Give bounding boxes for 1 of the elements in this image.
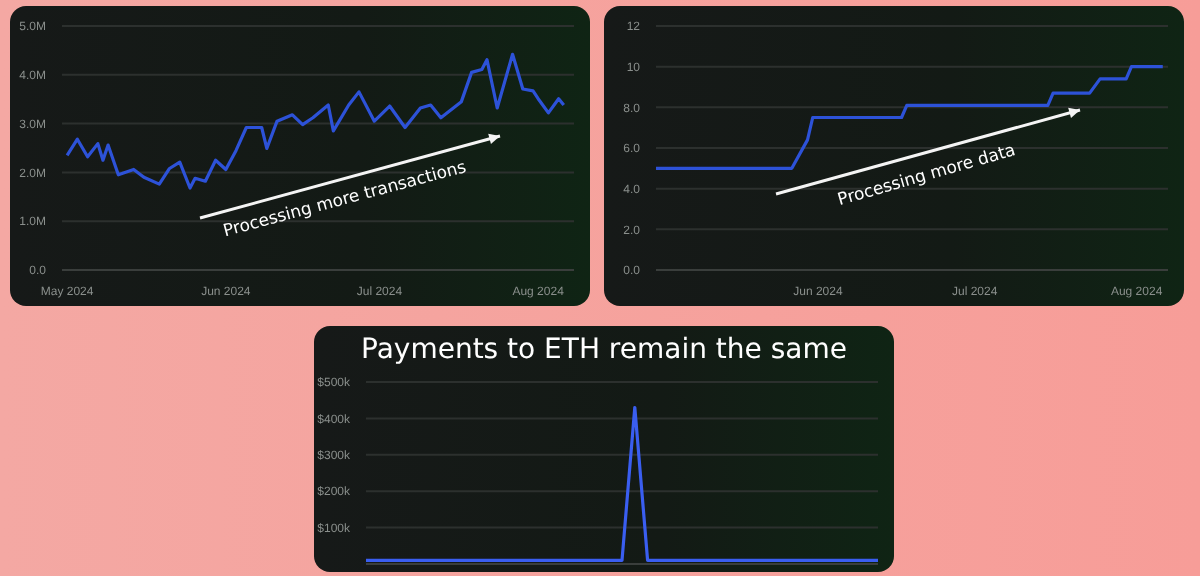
- chart-title: Payments to ETH remain the same: [359, 334, 849, 366]
